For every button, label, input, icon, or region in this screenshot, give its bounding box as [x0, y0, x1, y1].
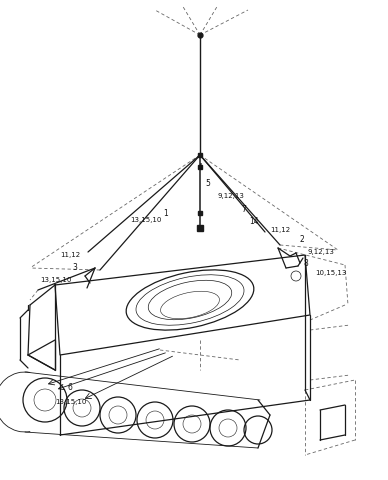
Text: 9,12,13: 9,12,13	[218, 193, 245, 199]
Text: 14: 14	[249, 217, 259, 227]
Text: 10,15,13: 10,15,13	[315, 270, 346, 276]
Text: 3: 3	[72, 263, 77, 272]
Text: 4: 4	[198, 164, 203, 172]
Text: 11,12: 11,12	[270, 227, 290, 233]
Text: 13,15,10: 13,15,10	[40, 277, 71, 283]
Text: 13,15,10: 13,15,10	[55, 399, 87, 405]
Text: 5: 5	[205, 179, 210, 188]
Text: 2: 2	[300, 236, 305, 244]
Text: 6: 6	[68, 384, 73, 393]
Text: 13,15,10: 13,15,10	[130, 217, 161, 223]
Text: 7: 7	[241, 205, 246, 215]
Text: 11,12: 11,12	[60, 252, 80, 258]
Text: 9,12,13: 9,12,13	[307, 249, 334, 255]
Text: 1: 1	[163, 208, 168, 217]
Text: 8: 8	[303, 259, 308, 267]
